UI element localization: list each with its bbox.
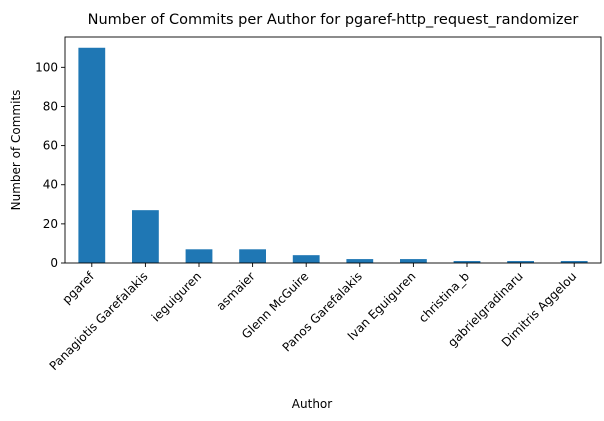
bar-gabrielgradinaru	[507, 261, 534, 263]
y-axis-label: Number of Commits	[9, 90, 23, 211]
bar-asmaier	[239, 249, 266, 263]
x-tick-label: christina_b	[416, 269, 472, 325]
y-tick-label: 100	[35, 60, 58, 74]
x-tick-label: asmaier	[214, 269, 258, 313]
chart-title: Number of Commits per Author for pgaref-…	[88, 12, 579, 28]
bar-ieguiguren	[185, 249, 213, 263]
bar-panagiotis-garefalakis	[132, 210, 159, 263]
bar-glenn-mcguire	[292, 255, 320, 263]
x-tick-label: ieguiguren	[149, 269, 204, 324]
x-axis-label: Author	[292, 397, 332, 411]
y-tick-label: 60	[43, 139, 58, 153]
x-tick-label: pgaref	[60, 269, 98, 307]
bar-panos-garefalakis	[346, 259, 374, 263]
y-axis: 0 20 40 60 80 100	[35, 60, 65, 270]
bar-dimitris-aggelou	[560, 261, 588, 263]
bar-pgaref	[78, 47, 106, 264]
y-tick-label: 80	[43, 99, 58, 113]
y-tick-label: 0	[50, 256, 58, 270]
x-tick-label: Panagiotis Garefalakis	[47, 269, 151, 373]
bars	[78, 47, 588, 264]
y-tick-label: 40	[43, 178, 58, 192]
bar-ivan-eguiguren	[400, 259, 427, 263]
bar-christina-b	[453, 261, 481, 263]
plot-frame	[64, 36, 602, 264]
y-tick-label: 20	[43, 217, 58, 231]
